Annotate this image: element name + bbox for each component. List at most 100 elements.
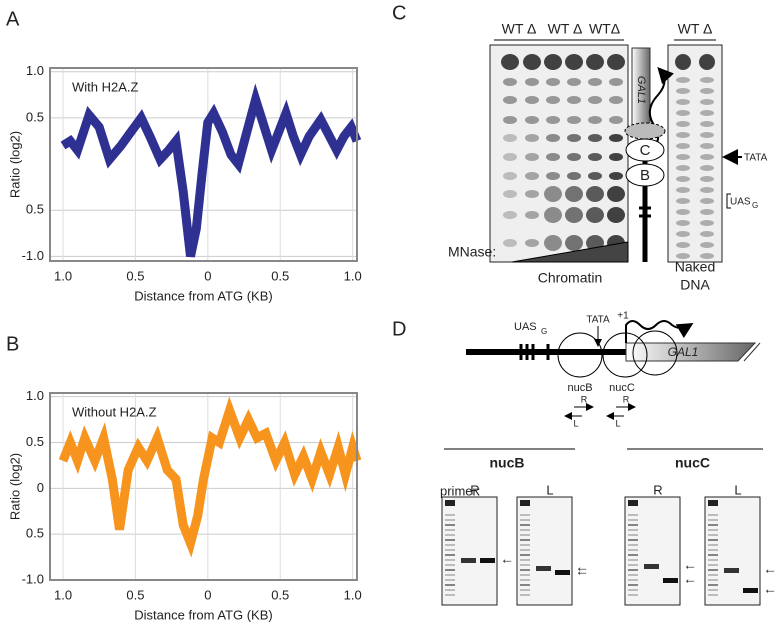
nucleosome-label: C (640, 142, 651, 159)
uas-box (546, 344, 550, 360)
gel-band (588, 172, 602, 180)
gel-band (501, 54, 519, 70)
gel-band (676, 143, 690, 149)
x-tick-label: 1.0 (54, 268, 72, 283)
gel-band (700, 165, 714, 171)
gel-band (503, 96, 517, 104)
gel-band (565, 54, 583, 70)
gel-band (700, 121, 714, 127)
y-tick-label: -1.0 (22, 248, 44, 263)
naked-label: DNA (680, 277, 710, 293)
nucleosome (625, 163, 665, 187)
gel-band (536, 566, 551, 571)
gel-band (699, 54, 715, 70)
gel-band (609, 78, 623, 86)
gel-band (609, 96, 623, 104)
gel-band (480, 558, 495, 563)
x-tick-label: 0.5 (126, 268, 144, 283)
gel-band (676, 176, 690, 182)
gel-band (567, 172, 581, 180)
primer-label: L (546, 482, 553, 497)
nucleosome (557, 332, 603, 378)
y-tick-label: 1.0 (26, 63, 44, 78)
gel-band (607, 186, 625, 202)
panel-letter: B (6, 333, 19, 355)
gel-band (676, 165, 690, 171)
gel-band (546, 172, 560, 180)
gel-band (588, 134, 602, 142)
gel (667, 44, 723, 263)
gel-band (676, 187, 690, 193)
gel-band (724, 568, 739, 573)
x-axis-label: Distance from ATG (KB) (134, 607, 272, 622)
gel-band (525, 239, 539, 247)
uas-label: UAS (730, 197, 751, 208)
data-line (60, 83, 362, 258)
y-tick-label: 0.5 (26, 109, 44, 124)
lane-label: WT Δ (678, 21, 713, 37)
band-arrow: ← (683, 557, 697, 573)
gel-band (700, 110, 714, 116)
gel-band (588, 153, 602, 161)
gel (516, 496, 573, 606)
start-label: +1 (617, 311, 629, 322)
gel-band (700, 132, 714, 138)
gel-band (523, 54, 541, 70)
gel-band (544, 235, 562, 251)
annotation: With H2A.Z (72, 79, 139, 94)
group-title: nucC (675, 455, 710, 471)
gel-band (675, 54, 691, 70)
gel-band (525, 190, 539, 198)
primer-label: R (470, 482, 479, 497)
gel-band (546, 78, 560, 86)
lane-label: WT Δ (502, 21, 537, 37)
gel-band (525, 153, 539, 161)
gel-band (663, 578, 678, 583)
gel-band (546, 134, 560, 142)
gel-band (565, 207, 583, 223)
gel-band (567, 134, 581, 142)
gel-band (700, 187, 714, 193)
gel-band (676, 253, 690, 259)
gel (624, 496, 681, 606)
transcript-arrow (625, 320, 694, 343)
nucleosome-label: nucB (567, 382, 592, 394)
gel-band (567, 78, 581, 86)
lane-label: WT Δ (548, 21, 583, 37)
gel-band (546, 96, 560, 104)
well (628, 500, 638, 506)
uas-box (519, 344, 523, 360)
gel-band (567, 153, 581, 161)
gel-band (700, 253, 714, 259)
gene-tail (743, 342, 761, 362)
gel-band (676, 220, 690, 226)
panel-letter: C (392, 2, 406, 24)
gel-band (588, 78, 602, 86)
gel-band (503, 190, 517, 198)
nucleosome-label: nucC (609, 382, 635, 394)
gel-band (700, 209, 714, 215)
gel-band (567, 96, 581, 104)
gel-band (503, 239, 517, 247)
gel-band (609, 134, 623, 142)
gel-band (565, 235, 583, 251)
uas-label: UAS (514, 321, 537, 333)
y-tick-label: -1.0 (22, 571, 44, 586)
x-tick-label: 1.0 (344, 587, 362, 602)
gel-band (676, 132, 690, 138)
primer-label: R (623, 394, 630, 404)
well (520, 500, 530, 506)
well (708, 500, 718, 506)
well (445, 500, 455, 506)
gel-band (676, 231, 690, 237)
gel-band (503, 134, 517, 142)
gel-band (607, 54, 625, 70)
gel-band (544, 207, 562, 223)
uas-subscript: G (541, 327, 547, 336)
mnase-label: MNase: (448, 244, 496, 260)
gene-arrow (625, 342, 757, 362)
gel (441, 496, 498, 606)
gel-band (700, 220, 714, 226)
gel-band (676, 209, 690, 215)
